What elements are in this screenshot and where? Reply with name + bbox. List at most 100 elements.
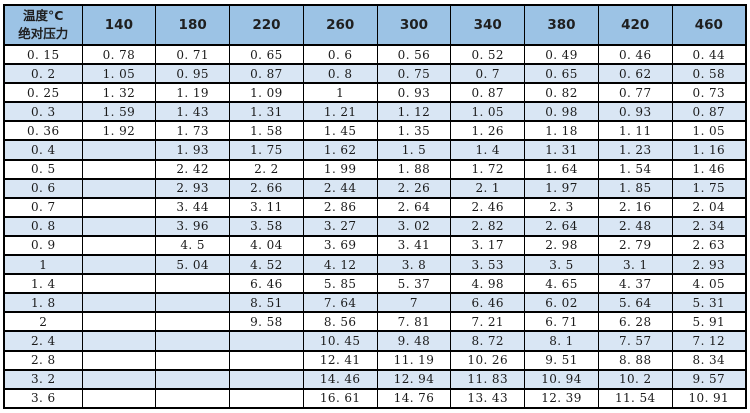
value-cell: 11. 19 (376, 349, 452, 371)
value-cell: 5. 37 (376, 273, 452, 295)
value-cell: 4. 12 (302, 254, 378, 276)
table-row-0.2: 0. 2 1. 05 0. 95 0. 87 0. 8 0. 75 0. 7 0. 65 0. … (3, 63, 747, 85)
value-cell: 1. 85 (597, 177, 673, 199)
value-cell (81, 177, 157, 199)
value-cell (155, 387, 231, 410)
value-cell (155, 349, 231, 371)
value-cell (81, 139, 157, 161)
value-cell: 3. 27 (302, 215, 378, 237)
value-cell: 8. 1 (524, 330, 599, 352)
value-cell (155, 368, 231, 390)
value-cell: 10. 26 (450, 349, 526, 371)
value-cell: 6. 02 (524, 292, 599, 314)
value-cell: 1. 46 (671, 158, 747, 180)
value-cell: 0. 7 (450, 63, 526, 85)
value-cell: 0. 73 (671, 82, 747, 104)
value-cell: 0. 95 (155, 63, 231, 85)
value-cell: 1. 93 (155, 139, 231, 161)
value-cell: 2. 46 (450, 196, 526, 218)
value-cell: 0. 62 (597, 63, 673, 85)
value-cell: 1. 09 (229, 82, 304, 104)
value-cell: 1. 19 (155, 82, 231, 104)
value-cell: 0. 98 (524, 101, 599, 123)
value-cell (81, 311, 157, 333)
steam-pressure-temperature-table: 温度°C 绝对压力 140 180 220 260 300 340 380 420 460 0.… (3, 4, 747, 410)
pressure-cell: 2. 8 (3, 349, 83, 371)
value-cell (81, 158, 157, 180)
corner-header-pressure-label: 绝对压力 (18, 26, 69, 41)
value-cell: 4. 52 (229, 254, 304, 276)
value-cell: 2. 04 (671, 196, 747, 218)
pressure-cell: 0. 36 (3, 120, 83, 142)
value-cell (155, 330, 231, 352)
value-cell (81, 292, 157, 314)
value-cell: 5. 04 (155, 254, 231, 276)
value-cell (229, 330, 304, 352)
value-cell: 0. 46 (597, 43, 673, 66)
value-cell: 0. 52 (450, 43, 526, 66)
value-cell: 5. 31 (671, 292, 747, 314)
value-cell: 4. 98 (450, 273, 526, 295)
pressure-cell: 0. 7 (3, 196, 83, 218)
table-row-0.8: 0. 8 3. 96 3. 58 3. 27 3. 02 2. 82 2. 64 2. 48 2… (3, 215, 747, 237)
column-header-340: 340 (450, 4, 526, 46)
value-cell: 14. 46 (302, 368, 378, 390)
value-cell: 0. 78 (81, 43, 157, 66)
table-row-0.25: 0. 25 1. 32 1. 19 1. 09 1 0. 93 0. 87 0. 82 0. 7… (3, 82, 747, 104)
value-cell: 1. 88 (376, 158, 452, 180)
value-cell: 3. 69 (302, 234, 378, 257)
table-row-0.4: 0. 4 1. 93 1. 75 1. 62 1. 5 1. 4 1. 31 1. 23 1. … (3, 139, 747, 161)
value-cell: 1. 18 (524, 120, 599, 142)
pressure-cell: 0. 4 (3, 139, 83, 161)
value-cell: 11. 54 (597, 387, 673, 410)
pressure-cell: 3. 2 (3, 368, 83, 390)
value-cell: 0. 56 (376, 43, 452, 66)
value-cell: 2. 98 (524, 234, 599, 257)
table-row-2.8: 2. 8 12. 41 11. 19 10. 26 9. 51 8. 88 8. 34 (3, 349, 747, 371)
value-cell: 1. 5 (376, 139, 452, 161)
column-header-220: 220 (229, 4, 304, 46)
value-cell: 12. 94 (376, 368, 452, 390)
value-cell: 2. 66 (229, 177, 304, 199)
pressure-cell: 0. 6 (3, 177, 83, 199)
value-cell: 4. 37 (597, 273, 673, 295)
value-cell: 12. 39 (524, 387, 599, 410)
value-cell: 2. 64 (376, 196, 452, 218)
column-header-260: 260 (302, 4, 378, 46)
value-cell: 4. 04 (229, 234, 304, 257)
value-cell (81, 254, 157, 276)
value-cell (81, 349, 157, 371)
value-cell: 0. 8 (302, 63, 378, 85)
value-cell: 10. 2 (597, 368, 673, 390)
table-row-0.6: 0. 6 2. 93 2. 66 2. 44 2. 26 2. 1 1. 97 1. 85 1.… (3, 177, 747, 199)
value-cell: 1. 62 (302, 139, 378, 161)
column-header-380: 380 (524, 4, 599, 46)
value-cell: 0. 49 (524, 43, 599, 66)
value-cell: 1. 45 (302, 120, 378, 142)
value-cell: 3. 11 (229, 196, 304, 218)
value-cell: 4. 5 (155, 234, 231, 257)
pressure-cell: 0. 25 (3, 82, 83, 104)
value-cell (81, 196, 157, 218)
value-cell: 12. 41 (302, 349, 378, 371)
value-cell: 1. 97 (524, 177, 599, 199)
value-cell: 16. 61 (302, 387, 378, 410)
value-cell: 3. 96 (155, 215, 231, 237)
value-cell: 1. 16 (671, 139, 747, 161)
value-cell: 2. 79 (597, 234, 673, 257)
value-cell: 1. 75 (229, 139, 304, 161)
value-cell: 4. 65 (524, 273, 599, 295)
value-cell: 3. 53 (450, 254, 526, 276)
value-cell: 1. 32 (81, 82, 157, 104)
value-cell: 1. 64 (524, 158, 599, 180)
pressure-cell: 0. 5 (3, 158, 83, 180)
value-cell: 1. 21 (302, 101, 378, 123)
pressure-cell: 2 (3, 311, 83, 333)
value-cell: 13. 43 (450, 387, 526, 410)
table-row-0.9: 0. 9 4. 5 4. 04 3. 69 3. 41 3. 17 2. 98 2. 79 2.… (3, 234, 747, 257)
value-cell: 0. 71 (155, 43, 231, 66)
table-row-2.4: 2. 4 10. 45 9. 48 8. 72 8. 1 7. 57 7. 12 (3, 330, 747, 352)
value-cell: 1. 99 (302, 158, 378, 180)
column-header-420: 420 (597, 4, 673, 46)
value-cell: 1. 75 (671, 177, 747, 199)
